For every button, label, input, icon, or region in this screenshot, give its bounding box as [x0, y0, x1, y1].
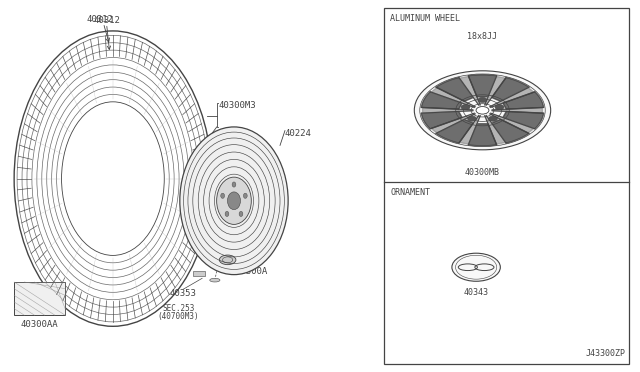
- Text: 40343: 40343: [463, 288, 488, 296]
- Polygon shape: [503, 92, 543, 109]
- Circle shape: [488, 116, 497, 121]
- Text: 40300A: 40300A: [236, 267, 268, 276]
- Ellipse shape: [210, 278, 220, 282]
- Polygon shape: [436, 77, 474, 101]
- Text: 40312: 40312: [93, 16, 120, 25]
- Text: ALUMINUM WHEEL: ALUMINUM WHEEL: [390, 13, 460, 23]
- Polygon shape: [490, 113, 534, 133]
- Text: 40224: 40224: [285, 129, 312, 138]
- Polygon shape: [421, 112, 462, 129]
- Ellipse shape: [243, 193, 247, 198]
- Text: J43300ZP: J43300ZP: [586, 349, 626, 359]
- Polygon shape: [492, 108, 543, 113]
- Text: 40312: 40312: [87, 15, 113, 25]
- Circle shape: [452, 253, 500, 281]
- Polygon shape: [468, 75, 497, 97]
- Circle shape: [468, 116, 476, 121]
- Circle shape: [220, 255, 236, 264]
- Circle shape: [461, 105, 470, 110]
- Circle shape: [478, 97, 487, 103]
- Bar: [384, 8, 629, 364]
- Polygon shape: [421, 92, 462, 109]
- Text: ORNAMENT: ORNAMENT: [390, 188, 430, 197]
- Ellipse shape: [239, 211, 243, 217]
- Text: 40300AA: 40300AA: [21, 320, 58, 328]
- Polygon shape: [436, 119, 474, 143]
- Ellipse shape: [227, 192, 241, 210]
- Polygon shape: [503, 112, 543, 129]
- Ellipse shape: [217, 177, 252, 224]
- Polygon shape: [484, 115, 506, 144]
- Polygon shape: [484, 77, 506, 105]
- Circle shape: [476, 107, 489, 114]
- Polygon shape: [460, 77, 480, 105]
- Circle shape: [495, 105, 504, 110]
- Polygon shape: [460, 115, 480, 144]
- Polygon shape: [422, 108, 473, 113]
- Circle shape: [414, 71, 550, 150]
- Text: SEC.253: SEC.253: [163, 304, 195, 313]
- Polygon shape: [431, 88, 476, 108]
- Ellipse shape: [221, 193, 225, 198]
- Ellipse shape: [180, 127, 288, 275]
- Ellipse shape: [61, 102, 164, 256]
- Ellipse shape: [225, 211, 229, 217]
- Text: 40353: 40353: [170, 289, 196, 298]
- Ellipse shape: [232, 182, 236, 187]
- Text: 40300MB: 40300MB: [465, 167, 500, 177]
- Polygon shape: [490, 88, 534, 108]
- Polygon shape: [431, 113, 476, 133]
- Text: (40700M3): (40700M3): [157, 311, 199, 321]
- Ellipse shape: [14, 31, 212, 326]
- Polygon shape: [468, 124, 497, 146]
- Polygon shape: [492, 77, 529, 101]
- Polygon shape: [492, 119, 529, 143]
- Text: 18x8JJ: 18x8JJ: [467, 32, 497, 41]
- Bar: [193, 271, 205, 276]
- Text: 40300M3: 40300M3: [218, 101, 255, 110]
- Bar: [14, 282, 65, 315]
